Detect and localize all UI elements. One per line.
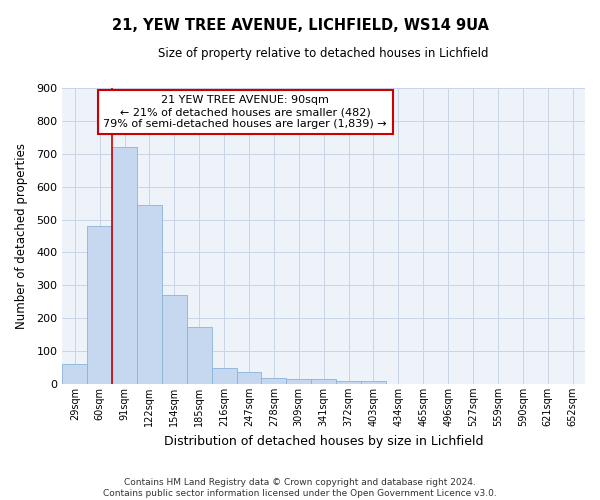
Y-axis label: Number of detached properties: Number of detached properties — [15, 143, 28, 329]
Bar — [361, 382, 386, 384]
Bar — [62, 364, 87, 384]
Title: Size of property relative to detached houses in Lichfield: Size of property relative to detached ho… — [158, 48, 489, 60]
Bar — [262, 378, 286, 384]
Bar — [112, 147, 137, 384]
Text: 21, YEW TREE AVENUE, LICHFIELD, WS14 9UA: 21, YEW TREE AVENUE, LICHFIELD, WS14 9UA — [112, 18, 488, 32]
Bar — [212, 368, 236, 384]
Bar — [311, 379, 336, 384]
Bar — [187, 328, 212, 384]
X-axis label: Distribution of detached houses by size in Lichfield: Distribution of detached houses by size … — [164, 434, 484, 448]
Text: Contains HM Land Registry data © Crown copyright and database right 2024.
Contai: Contains HM Land Registry data © Crown c… — [103, 478, 497, 498]
Bar — [87, 226, 112, 384]
Bar — [137, 204, 162, 384]
Bar — [286, 379, 311, 384]
Bar — [162, 295, 187, 384]
Bar — [236, 372, 262, 384]
Text: 21 YEW TREE AVENUE: 90sqm
← 21% of detached houses are smaller (482)
79% of semi: 21 YEW TREE AVENUE: 90sqm ← 21% of detac… — [103, 96, 387, 128]
Bar — [336, 382, 361, 384]
